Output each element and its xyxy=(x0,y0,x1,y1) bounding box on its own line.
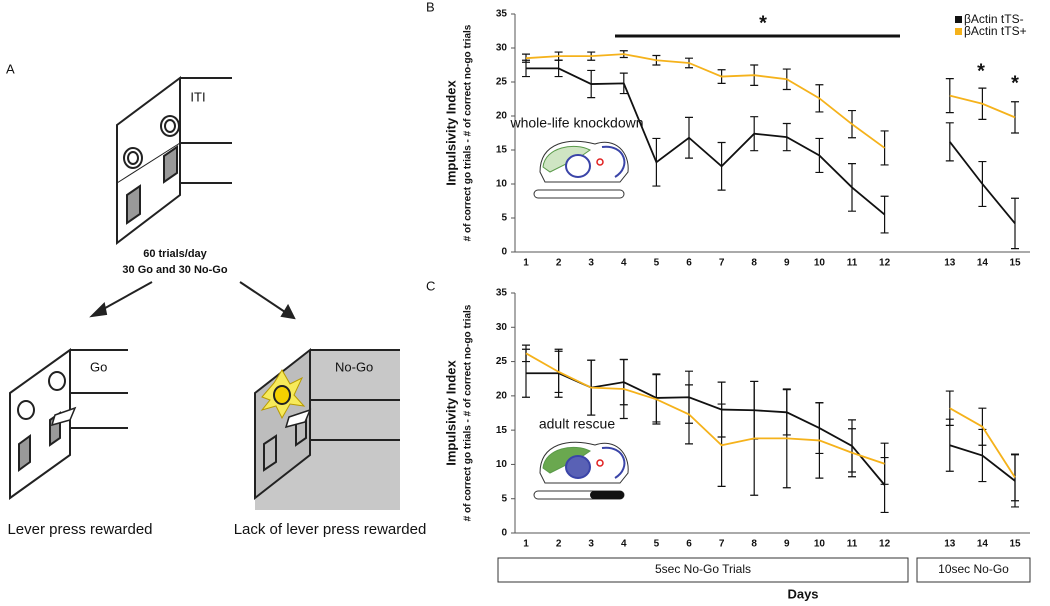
legend-label: βActin tTS+ xyxy=(964,24,1027,38)
x-tick-label: 12 xyxy=(879,539,891,550)
x-tick-label: 10 xyxy=(814,539,826,550)
x-tick-label: 9 xyxy=(784,539,790,550)
x-axis-title: Days xyxy=(787,586,818,601)
y-tick-label: 30 xyxy=(496,322,508,333)
x-tick-label: 9 xyxy=(784,258,790,269)
y-tick-label: 5 xyxy=(501,493,507,504)
x-tick-label: 11 xyxy=(847,539,858,550)
y-tick-label: 35 xyxy=(496,9,508,20)
x-tick-label: 10 xyxy=(814,258,826,269)
inset-cortex xyxy=(542,446,591,474)
x-tick-label: 1 xyxy=(523,258,529,269)
x-tick-label: 8 xyxy=(751,258,757,269)
y-tick-label: 15 xyxy=(496,425,508,436)
inset-dot xyxy=(596,158,604,166)
legend-label: βActin tTS- xyxy=(964,12,1024,26)
series-line xyxy=(525,53,1016,149)
x-tick-label: 3 xyxy=(588,258,594,269)
x-tick-label: 14 xyxy=(977,539,989,550)
nogo-label: No-Go xyxy=(335,359,373,374)
y-axis-title: Impulsivity Index xyxy=(443,79,458,185)
iti-label: ITI xyxy=(190,89,205,104)
x-tick-label: 7 xyxy=(719,539,725,550)
y-tick-label: 15 xyxy=(496,145,508,156)
x-tick-label: 13 xyxy=(944,539,956,550)
x-tick-label: 5 xyxy=(654,258,660,269)
x-tick-label: 4 xyxy=(621,539,627,550)
x-tick-label: 3 xyxy=(588,539,594,550)
y-tick-label: 10 xyxy=(496,179,508,190)
group-label: 10sec No-Go xyxy=(938,562,1009,576)
inset-hippo xyxy=(565,455,591,479)
inset-timeline xyxy=(533,189,625,199)
y-tick-label: 30 xyxy=(496,43,508,54)
y-tick-label: 35 xyxy=(496,288,508,299)
y-tick-label: 20 xyxy=(496,111,508,122)
group-box xyxy=(497,557,909,583)
y-axis-subtitle: # of correct go trials - # of correct no… xyxy=(463,24,474,241)
trials-text: 60 trials/day xyxy=(143,248,207,260)
x-tick-label: 2 xyxy=(556,258,562,269)
inset-label: adult rescue xyxy=(539,416,615,432)
x-tick-label: 15 xyxy=(1009,539,1021,550)
inset-cereb xyxy=(601,145,626,178)
inset-timeline-fill xyxy=(590,491,624,499)
go-label: Go xyxy=(90,359,107,374)
go-caption: Lever press rewarded xyxy=(7,521,152,538)
inset-dot xyxy=(596,459,604,467)
y-tick-label: 0 xyxy=(501,247,507,258)
legend-swatch xyxy=(955,28,962,35)
group-label: 5sec No-Go Trials xyxy=(655,562,751,576)
x-tick-label: 2 xyxy=(556,539,562,550)
y-tick-label: 20 xyxy=(496,390,508,401)
significance-star: * xyxy=(977,60,985,82)
x-tick-label: 11 xyxy=(847,258,858,269)
x-tick-label: 14 xyxy=(977,258,989,269)
x-tick-label: 7 xyxy=(719,258,725,269)
x-tick-label: 5 xyxy=(654,539,660,550)
y-tick-label: 5 xyxy=(501,213,507,224)
x-tick-label: 13 xyxy=(944,258,956,269)
significance-star: * xyxy=(759,12,767,34)
y-tick-label: 25 xyxy=(496,356,508,367)
inset-hippo xyxy=(565,154,591,178)
y-tick-label: 0 xyxy=(501,528,507,539)
y-axis-subtitle: # of correct go trials - # of correct no… xyxy=(463,304,474,521)
group-box xyxy=(916,557,1031,583)
nogo-caption: Lack of lever press rewarded xyxy=(234,521,427,538)
panel-label: A xyxy=(6,61,15,76)
x-tick-label: 1 xyxy=(523,539,529,550)
panel-label: C xyxy=(426,278,435,293)
trials-text: 30 Go and 30 No-Go xyxy=(122,264,227,276)
x-tick-label: 6 xyxy=(686,539,692,550)
significance-star: * xyxy=(1011,72,1019,94)
x-tick-label: 12 xyxy=(879,258,891,269)
panel-label: B xyxy=(426,0,435,14)
y-tick-label: 10 xyxy=(496,459,508,470)
panel-a xyxy=(9,76,400,510)
error-bar xyxy=(522,344,530,363)
series-line xyxy=(525,352,1016,478)
y-axis-title: Impulsivity Index xyxy=(443,359,458,465)
series-line xyxy=(526,67,1016,225)
x-tick-label: 15 xyxy=(1009,258,1021,269)
inset-cortex xyxy=(542,145,591,173)
x-tick-label: 6 xyxy=(686,258,692,269)
y-tick-label: 25 xyxy=(496,77,508,88)
x-tick-label: 4 xyxy=(621,258,627,269)
legend-swatch xyxy=(955,16,962,23)
x-tick-label: 8 xyxy=(751,539,757,550)
inset-label: whole-life knockdown xyxy=(509,115,643,131)
inset-cereb xyxy=(601,446,626,479)
